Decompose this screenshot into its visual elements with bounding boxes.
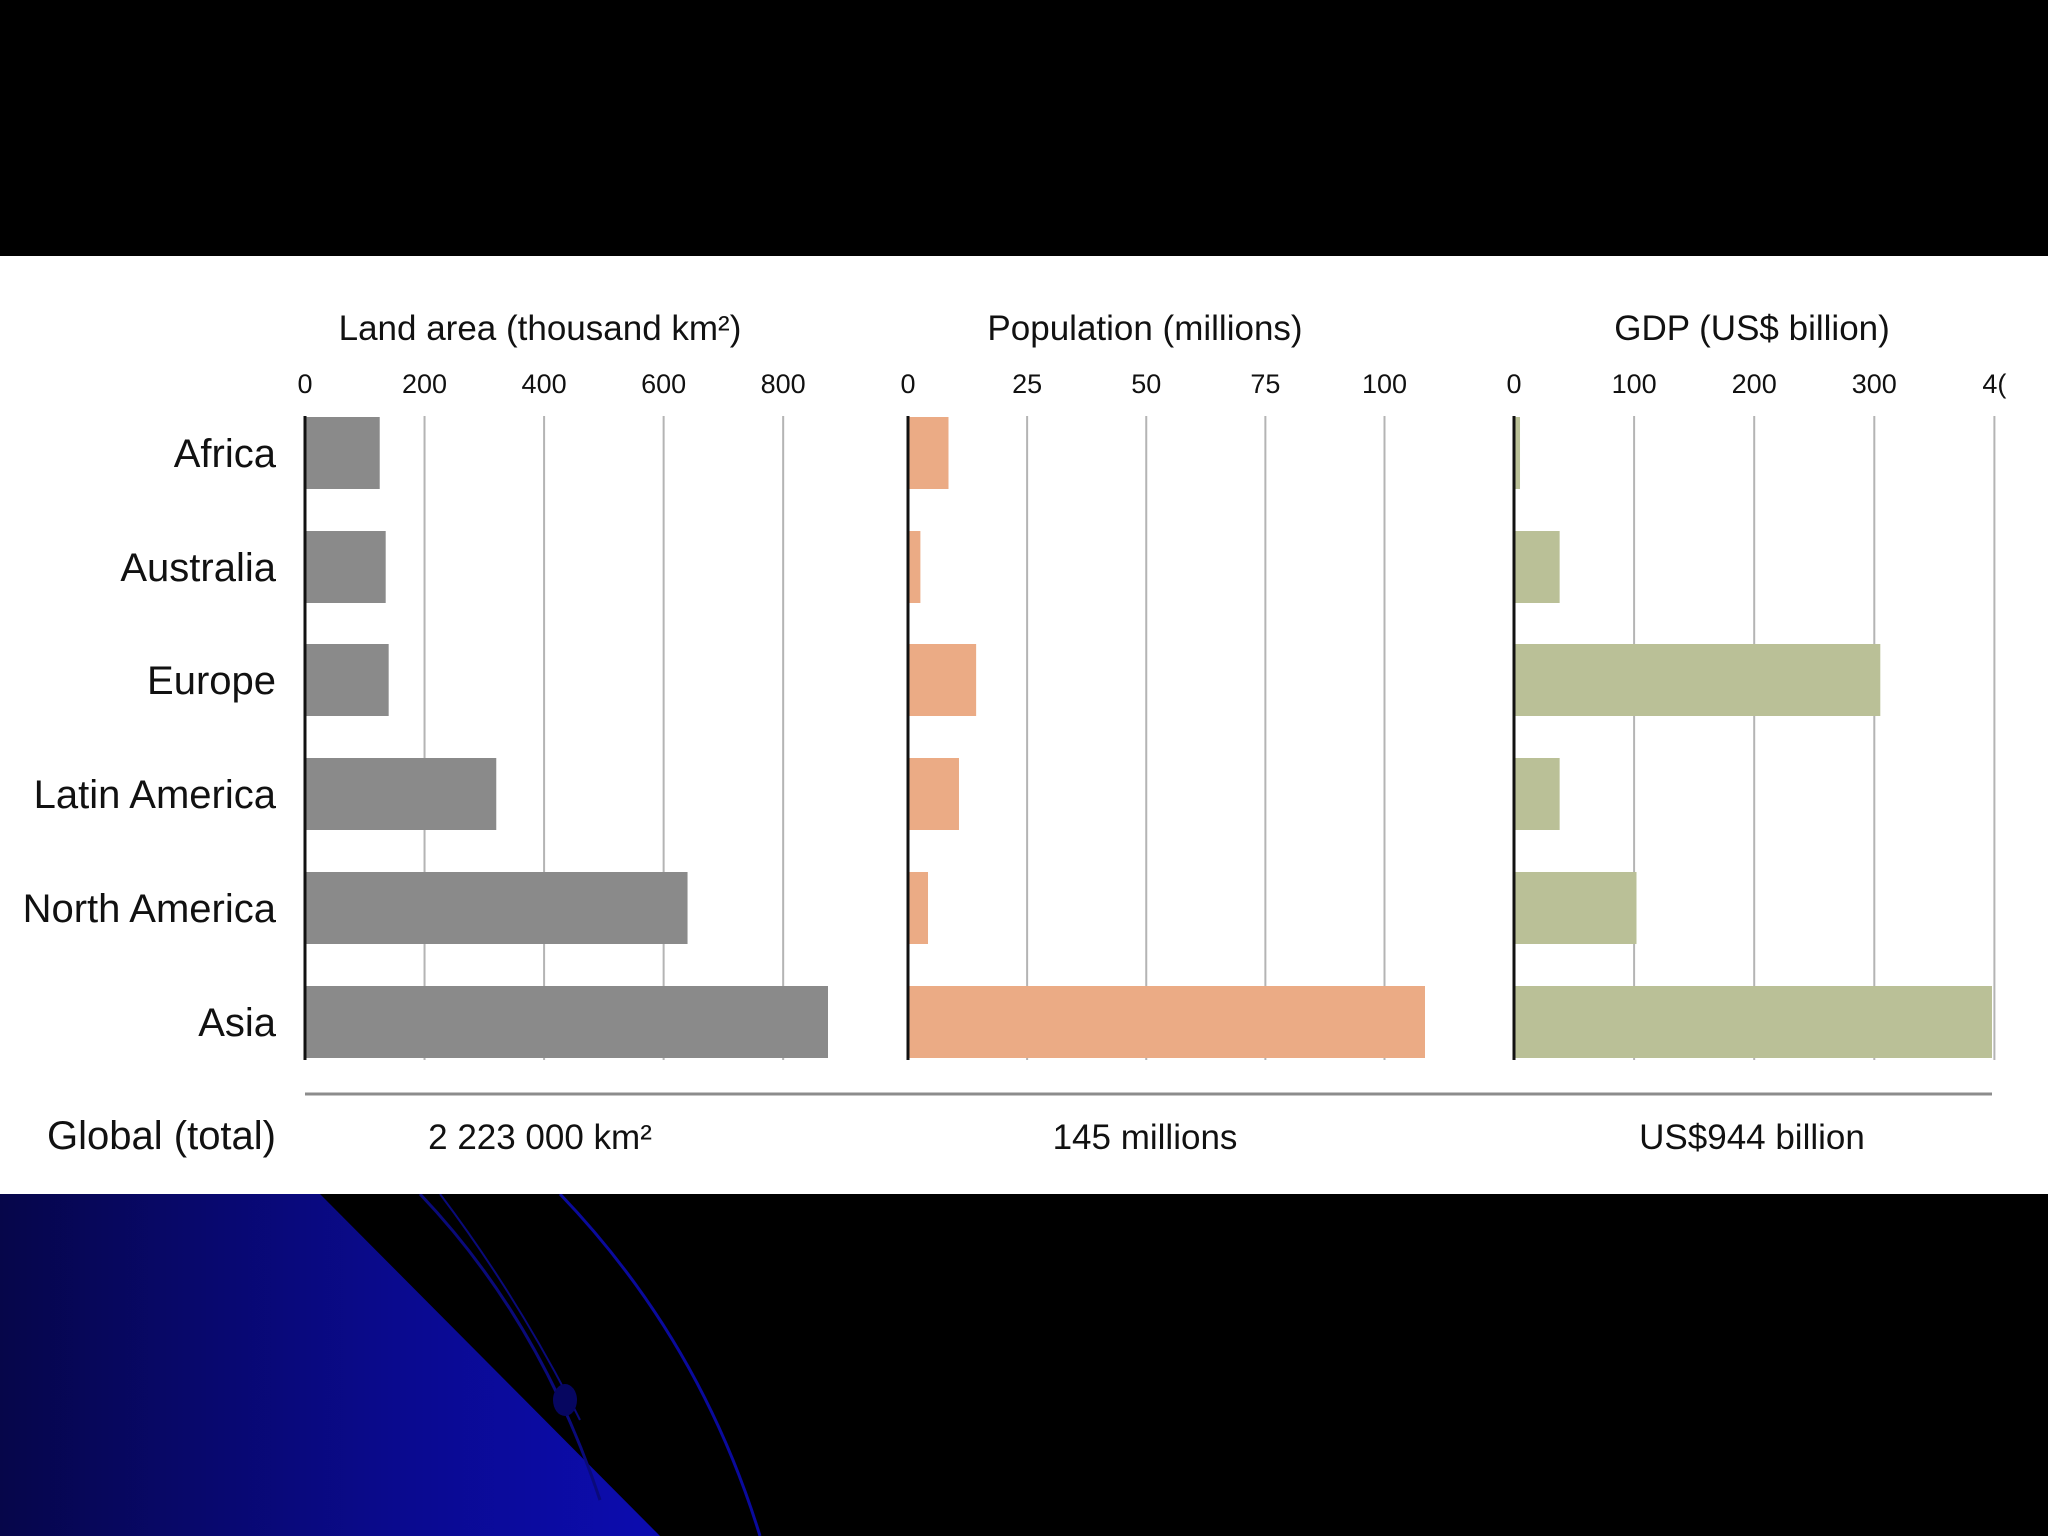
- land-area-bar-australia: [305, 531, 386, 603]
- population-bar-asia: [908, 986, 1425, 1058]
- gdp-tick-label-300: 300: [1852, 369, 1897, 399]
- population-panel-title: Population (millions): [987, 309, 1302, 348]
- land-area-tick-label-200: 200: [402, 369, 447, 399]
- gdp-bar-australia: [1514, 531, 1560, 603]
- swoosh-curve-2: [418, 1192, 602, 1501]
- population-tick-label-100: 100: [1362, 369, 1407, 399]
- population-total-label: 145 millions: [1053, 1118, 1238, 1157]
- population-bar-latin-america: [908, 758, 959, 830]
- population-bar-africa: [908, 417, 949, 489]
- population-tick-label-50: 50: [1131, 369, 1161, 399]
- population-bar-north-america: [908, 872, 929, 944]
- land-area-tick-label-600: 600: [641, 369, 686, 399]
- category-label-asia: Asia: [198, 1001, 277, 1045]
- global-total-label: Global (total): [47, 1114, 276, 1158]
- gdp-bar-europe: [1514, 644, 1881, 716]
- land-area-panel-title: Land area (thousand km²): [339, 309, 742, 348]
- gdp-tick-label-0: 0: [1506, 369, 1521, 399]
- land-area-bar-europe: [305, 644, 389, 716]
- land-area-total-label: 2 223 000 km²: [428, 1118, 652, 1157]
- population-tick-label-75: 75: [1250, 369, 1280, 399]
- gdp-tick-label-200: 200: [1732, 369, 1777, 399]
- gdp-tick-label-100: 100: [1612, 369, 1657, 399]
- population-tick-label-25: 25: [1012, 369, 1042, 399]
- population-tick-label-0: 0: [900, 369, 915, 399]
- land-area-bar-africa: [305, 417, 380, 489]
- gdp-bar-africa: [1514, 417, 1521, 489]
- gdp-bar-asia: [1514, 986, 1992, 1058]
- gdp-total-label: US$944 billion: [1639, 1118, 1865, 1157]
- land-area-tick-label-0: 0: [297, 369, 312, 399]
- category-label-latin-america: Latin America: [34, 773, 277, 817]
- population-bar-australia: [908, 531, 921, 603]
- land-area-tick-label-800: 800: [761, 369, 806, 399]
- land-area-tick-label-400: 400: [522, 369, 567, 399]
- gdp-bar-latin-america: [1514, 758, 1560, 830]
- blue-wedge-decoration: [0, 1194, 660, 1536]
- category-label-africa: Africa: [174, 432, 277, 476]
- chart-canvas: Africa Australia Europe Latin America North …: [23, 309, 2007, 1158]
- swoosh-dot: [553, 1384, 577, 1416]
- population-bar-europe: [908, 644, 977, 716]
- land-area-bar-north-america: [305, 872, 688, 944]
- gdp-panel-title: GDP (US$ billion): [1614, 309, 1890, 348]
- land-area-bar-latin-america: [305, 758, 497, 830]
- category-label-australia: Australia: [120, 546, 276, 590]
- gdp-bar-north-america: [1514, 872, 1637, 944]
- chart-panel: Africa Australia Europe Latin America North …: [0, 256, 2048, 1194]
- swoosh-curve-1: [558, 1192, 762, 1536]
- gdp-tick-label-400: 4(: [1982, 369, 2006, 399]
- land-area-bar-asia: [305, 986, 828, 1058]
- category-label-europe: Europe: [147, 659, 276, 703]
- category-label-north-america: North America: [23, 887, 277, 931]
